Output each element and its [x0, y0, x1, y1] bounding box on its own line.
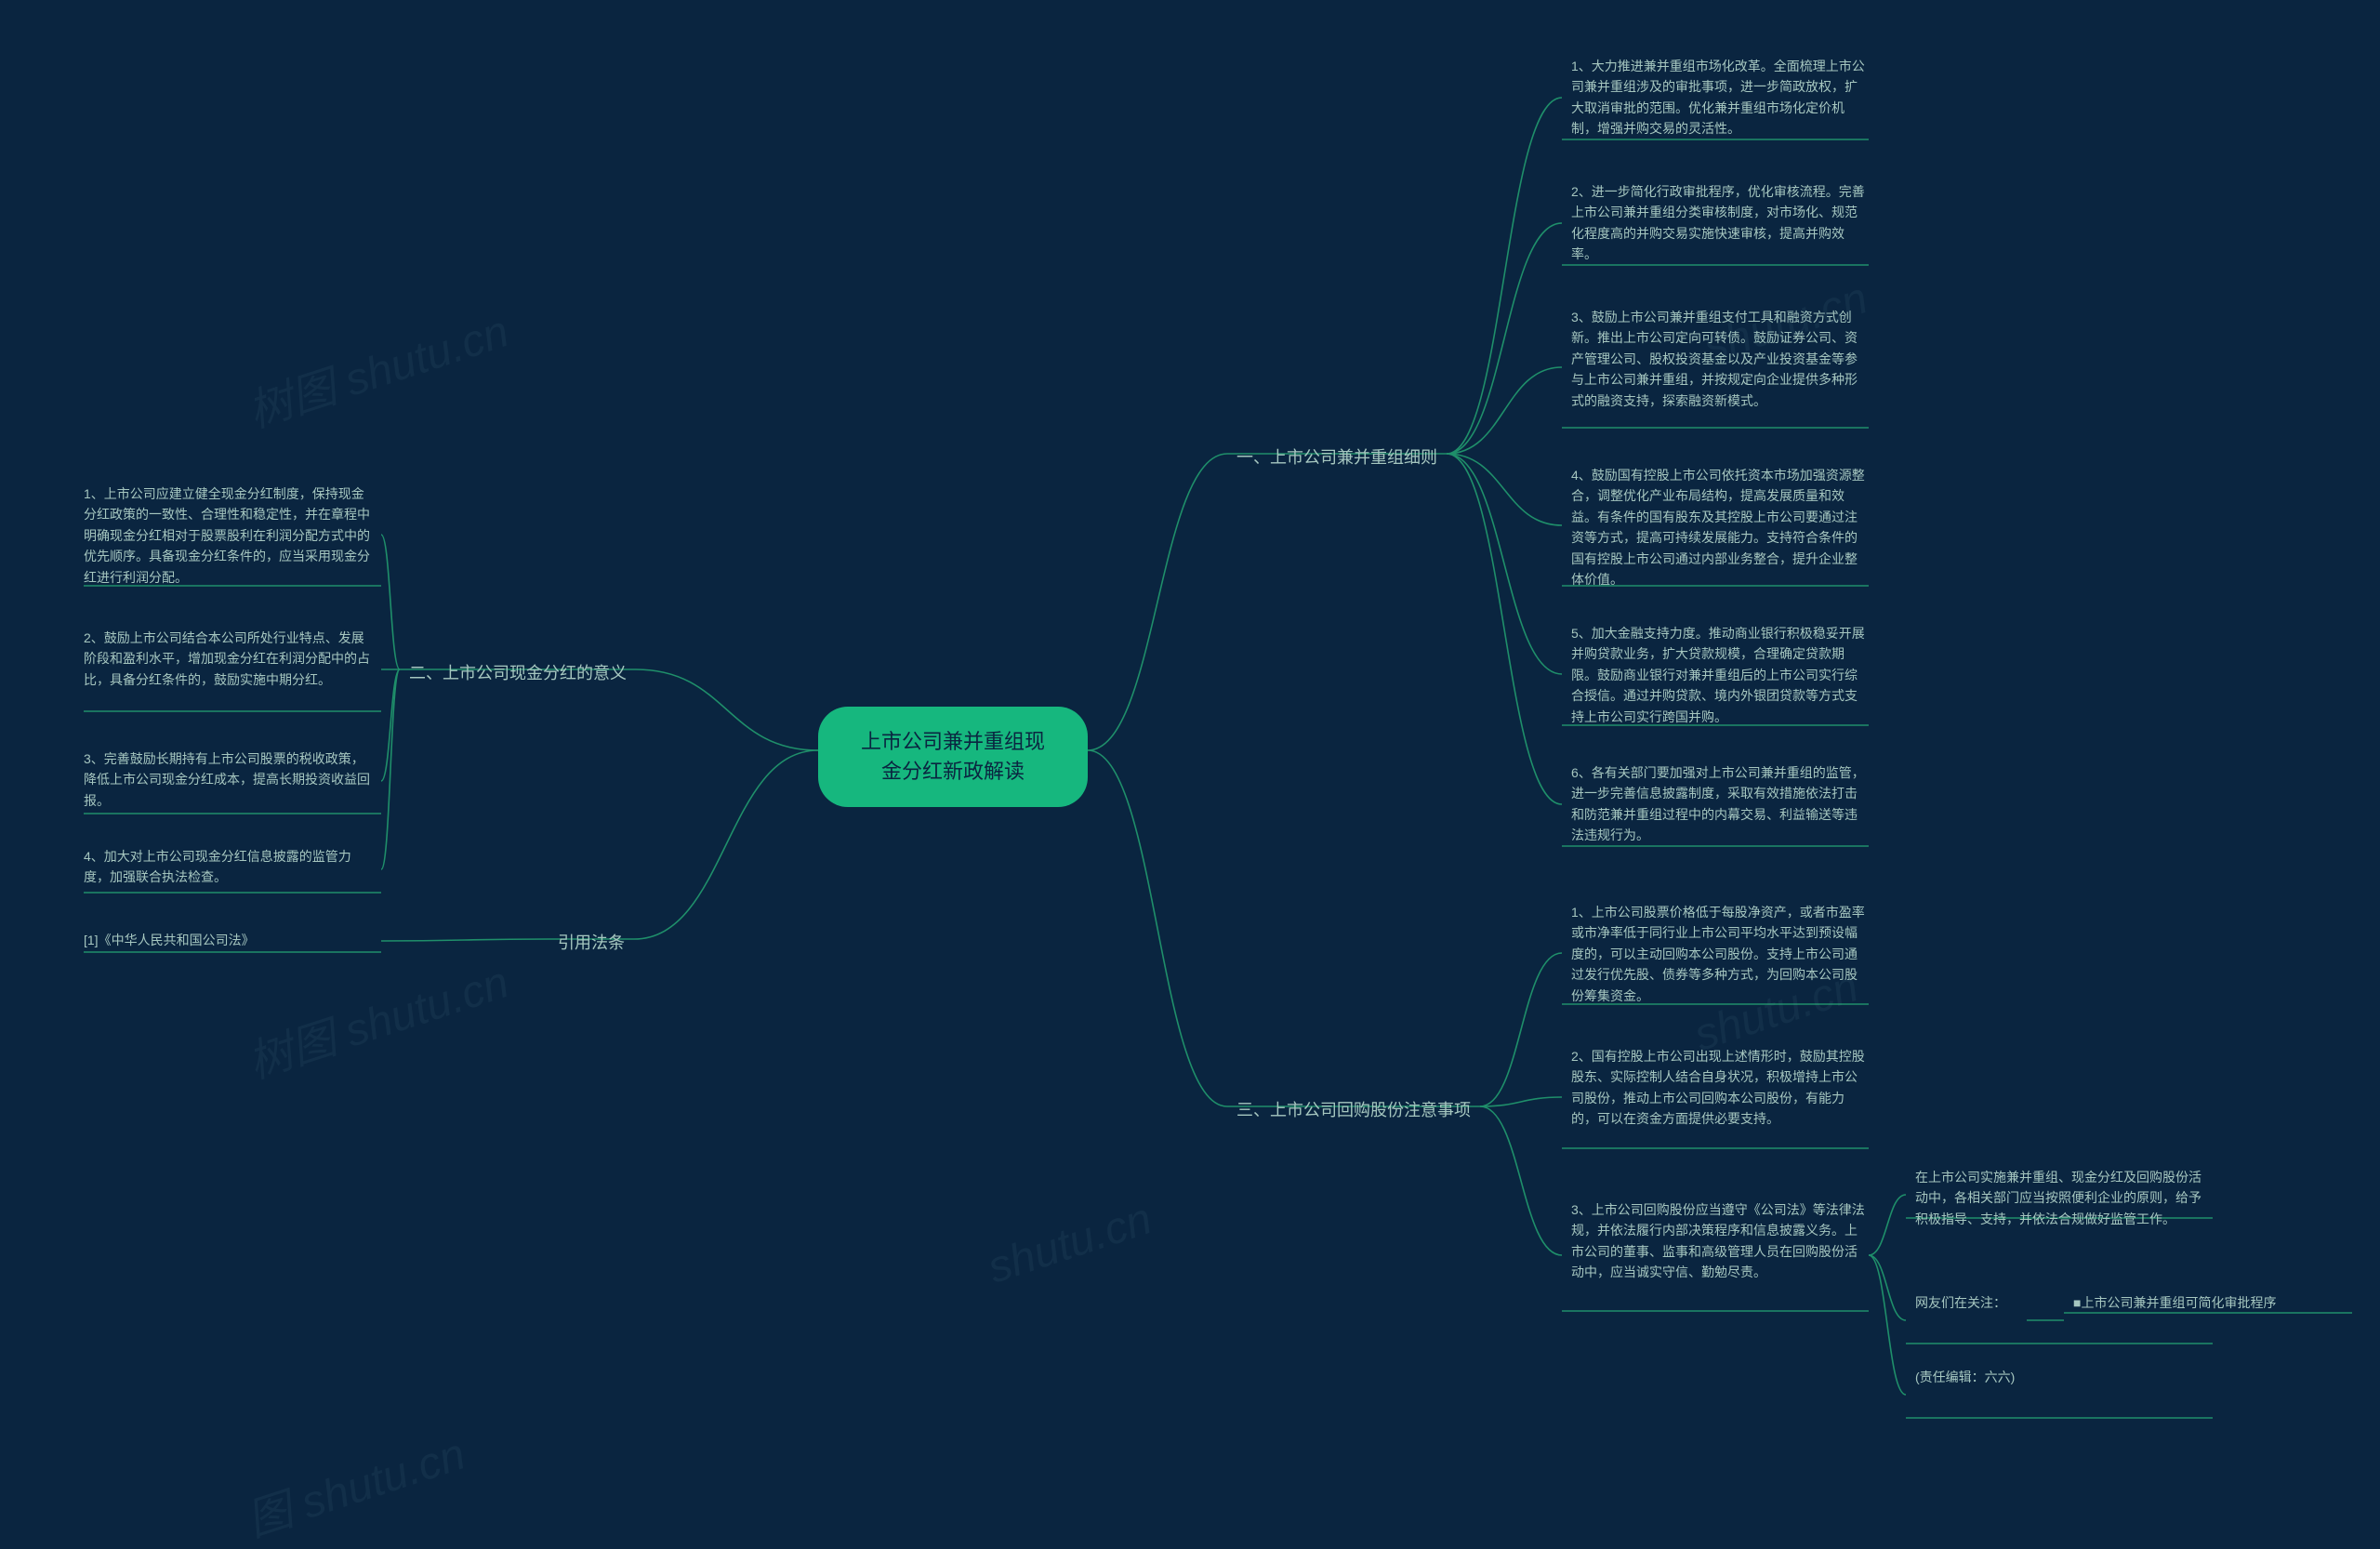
leaf-sub-node: (责任编辑：六六): [1915, 1367, 2213, 1387]
branch-label: 三、上市公司回购股份注意事项: [1236, 1097, 1471, 1121]
leaf-node: 1、大力推进兼并重组市场化改革。全面梳理上市公司兼并重组涉及的审批事项，进一步简…: [1571, 56, 1869, 139]
leaf-sub-node: 在上市公司实施兼并重组、现金分红及回购股份活动中，各相关部门应当按照便利企业的原…: [1915, 1167, 2213, 1229]
watermark: 树图 shutu.cn: [238, 295, 515, 440]
leaf-node: 1、上市公司股票价格低于每股净资产，或者市盈率或市净率低于同行业上市公司平均水平…: [1571, 902, 1869, 1006]
leaf-node: 5、加大金融支持力度。推动商业银行积极稳妥开展并购贷款业务，扩大贷款规模，合理确…: [1571, 623, 1869, 727]
leaf-node: 2、鼓励上市公司结合本公司所处行业特点、发展阶段和盈利水平，增加现金分红在利润分…: [84, 628, 372, 690]
branch-label: 二、上市公司现金分红的意义: [409, 660, 627, 684]
leaf-node: 3、鼓励上市公司兼并重组支付工具和融资方式创新。推出上市公司定向可转债。鼓励证券…: [1571, 307, 1869, 411]
leaf-node: 6、各有关部门要加强对上市公司兼并重组的监管，进一步完善信息披露制度，采取有效措…: [1571, 762, 1869, 846]
leaf-node: 3、完善鼓励长期持有上市公司股票的税收政策，降低上市公司现金分红成本，提高长期投…: [84, 748, 372, 811]
branch-label: 引用法条: [558, 930, 625, 954]
leaf-node: 1、上市公司应建立健全现金分红制度，保持现金分红政策的一致性、合理性和稳定性，并…: [84, 483, 372, 588]
watermark: 图 shutu.cn: [237, 1417, 472, 1549]
leaf-node: 4、鼓励国有控股上市公司依托资本市场加强资源整合，调整优化产业布局结构，提高发展…: [1571, 465, 1869, 589]
leaf-node: 4、加大对上市公司现金分红信息披露的监管力度，加强联合执法检查。: [84, 846, 372, 888]
leaf-sub2-node: ■上市公司兼并重组可简化审批程序: [2073, 1292, 2352, 1313]
branch-label: 一、上市公司兼并重组细则: [1236, 444, 1437, 469]
leaf-node: 2、国有控股上市公司出现上述情形时，鼓励其控股股东、实际控制人结合自身状况，积极…: [1571, 1046, 1869, 1130]
watermark: shutu.cn: [982, 1193, 1158, 1293]
leaf-node: [1]《中华人民共和国公司法》: [84, 930, 372, 950]
watermark: 树图 shutu.cn: [238, 946, 515, 1091]
leaf-node: 3、上市公司回购股份应当遵守《公司法》等法律法规，并依法履行内部决策程序和信息披…: [1571, 1199, 1869, 1283]
root-node: 上市公司兼并重组现金分红新政解读: [818, 707, 1088, 807]
leaf-node: 2、进一步简化行政审批程序，优化审核流程。完善上市公司兼并重组分类审核制度，对市…: [1571, 181, 1869, 265]
